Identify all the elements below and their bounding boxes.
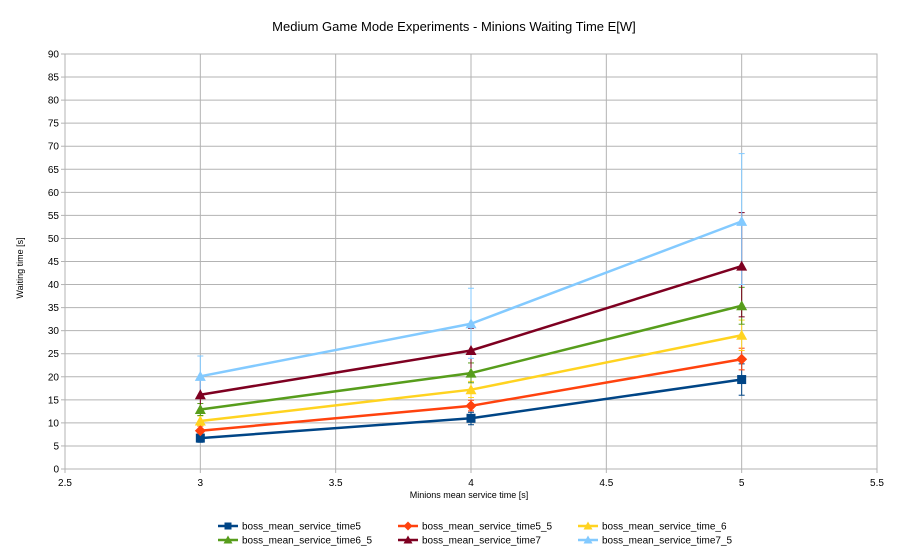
data-point: [466, 413, 476, 423]
y-tick-label: 15: [48, 395, 60, 406]
y-tick-label: 55: [48, 211, 60, 222]
legend-marker: [223, 535, 233, 544]
data-point: [195, 433, 205, 443]
x-tick-label: 4.5: [599, 478, 613, 489]
data-point: [736, 260, 748, 271]
y-tick-label: 50: [48, 234, 60, 245]
y-axis-label: Waiting time [s]: [15, 237, 25, 298]
legend-label: boss_mean_service_time6_5: [242, 536, 373, 547]
legend-item: boss_mean_service_time5: [218, 522, 361, 533]
legend-item: boss_mean_service_time7_5: [578, 535, 733, 547]
x-tick-label: 5: [739, 478, 745, 489]
legend-label: boss_mean_service_time5_5: [422, 522, 553, 533]
legend-item: boss_mean_service_time5_5: [398, 521, 553, 533]
y-tick-label: 35: [48, 303, 60, 314]
legend-item: boss_mean_service_time_6: [578, 521, 727, 533]
x-tick-label: 3.5: [329, 478, 343, 489]
legend-marker: [583, 521, 593, 530]
y-tick-labels: 0 5 10 15 20 25 30 35 40 45 50 55 60 65 70 75 80 85 90: [48, 50, 60, 476]
x-tick-label: 3: [198, 478, 204, 489]
y-tick-label: 45: [48, 257, 60, 268]
data-point: [736, 215, 748, 226]
data-point: [194, 425, 206, 437]
legend: boss_mean_service_time5 boss_mean_service…: [218, 521, 733, 547]
plot-frame: [64, 53, 878, 470]
data-point: [194, 415, 206, 426]
data-point: [465, 367, 477, 378]
y-tick-label: 25: [48, 349, 60, 360]
data-point: [465, 400, 477, 412]
y-tick-label: 20: [48, 372, 60, 383]
data-point: [194, 389, 206, 400]
y-tick-label: 85: [48, 73, 60, 84]
y-tick-label: 75: [48, 119, 60, 130]
x-tick-label: 5.5: [870, 478, 884, 489]
y-tick-label: 5: [53, 441, 59, 452]
legend-item: boss_mean_service_time7: [398, 535, 541, 547]
y-tick-label: 90: [48, 50, 60, 61]
data-point: [465, 318, 477, 329]
y-tick-label: 65: [48, 165, 60, 176]
grid: [61, 53, 878, 473]
data-point: [737, 375, 747, 385]
x-tick-labels: 2.5 3 3.5 4 4.5 5 5.5: [58, 478, 884, 489]
legend-label: boss_mean_service_time5: [242, 522, 361, 533]
data-point: [194, 370, 206, 381]
legend-item: boss_mean_service_time6_5: [218, 535, 373, 547]
chart-title: Medium Game Mode Experiments - Minions W…: [272, 19, 636, 34]
legend-marker: [403, 521, 413, 531]
legend-marker: [583, 535, 593, 544]
y-tick-label: 30: [48, 326, 60, 337]
y-tick-label: 10: [48, 418, 60, 429]
data-point: [736, 329, 748, 340]
legend-marker: [403, 535, 413, 544]
x-axis-label: Minions mean service time [s]: [410, 490, 529, 500]
y-tick-label: 0: [53, 465, 59, 476]
x-tick-label: 2.5: [58, 478, 72, 489]
series-markers: [194, 215, 748, 443]
legend-label: boss_mean_service_time_6: [602, 522, 727, 533]
legend-marker: [224, 522, 232, 530]
x-tick-label: 4: [468, 478, 474, 489]
data-point: [736, 300, 748, 311]
data-point: [465, 344, 477, 355]
legend-label: boss_mean_service_time7_5: [602, 536, 733, 547]
y-tick-label: 80: [48, 96, 60, 107]
y-tick-label: 70: [48, 142, 60, 153]
data-point: [465, 384, 477, 395]
y-tick-label: 40: [48, 280, 60, 291]
data-point: [194, 404, 206, 415]
data-point: [736, 353, 748, 365]
y-tick-label: 60: [48, 188, 60, 199]
legend-label: boss_mean_service_time7: [422, 536, 541, 547]
